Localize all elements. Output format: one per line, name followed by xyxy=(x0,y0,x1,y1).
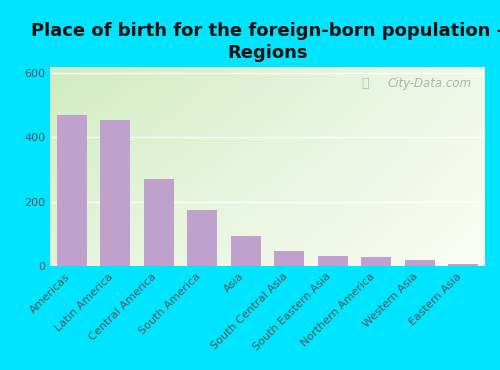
Bar xyxy=(361,257,392,266)
Bar xyxy=(230,236,261,266)
Text: City-Data.com: City-Data.com xyxy=(388,77,472,90)
Bar xyxy=(274,251,304,266)
Text: ⓘ: ⓘ xyxy=(361,77,368,90)
Title: Place of birth for the foreign-born population -
Regions: Place of birth for the foreign-born popu… xyxy=(31,22,500,62)
Bar xyxy=(318,256,348,266)
Bar xyxy=(100,120,130,266)
Bar xyxy=(448,264,478,266)
Bar xyxy=(187,210,218,266)
Bar xyxy=(144,179,174,266)
Bar xyxy=(404,260,435,266)
Bar xyxy=(56,115,87,266)
